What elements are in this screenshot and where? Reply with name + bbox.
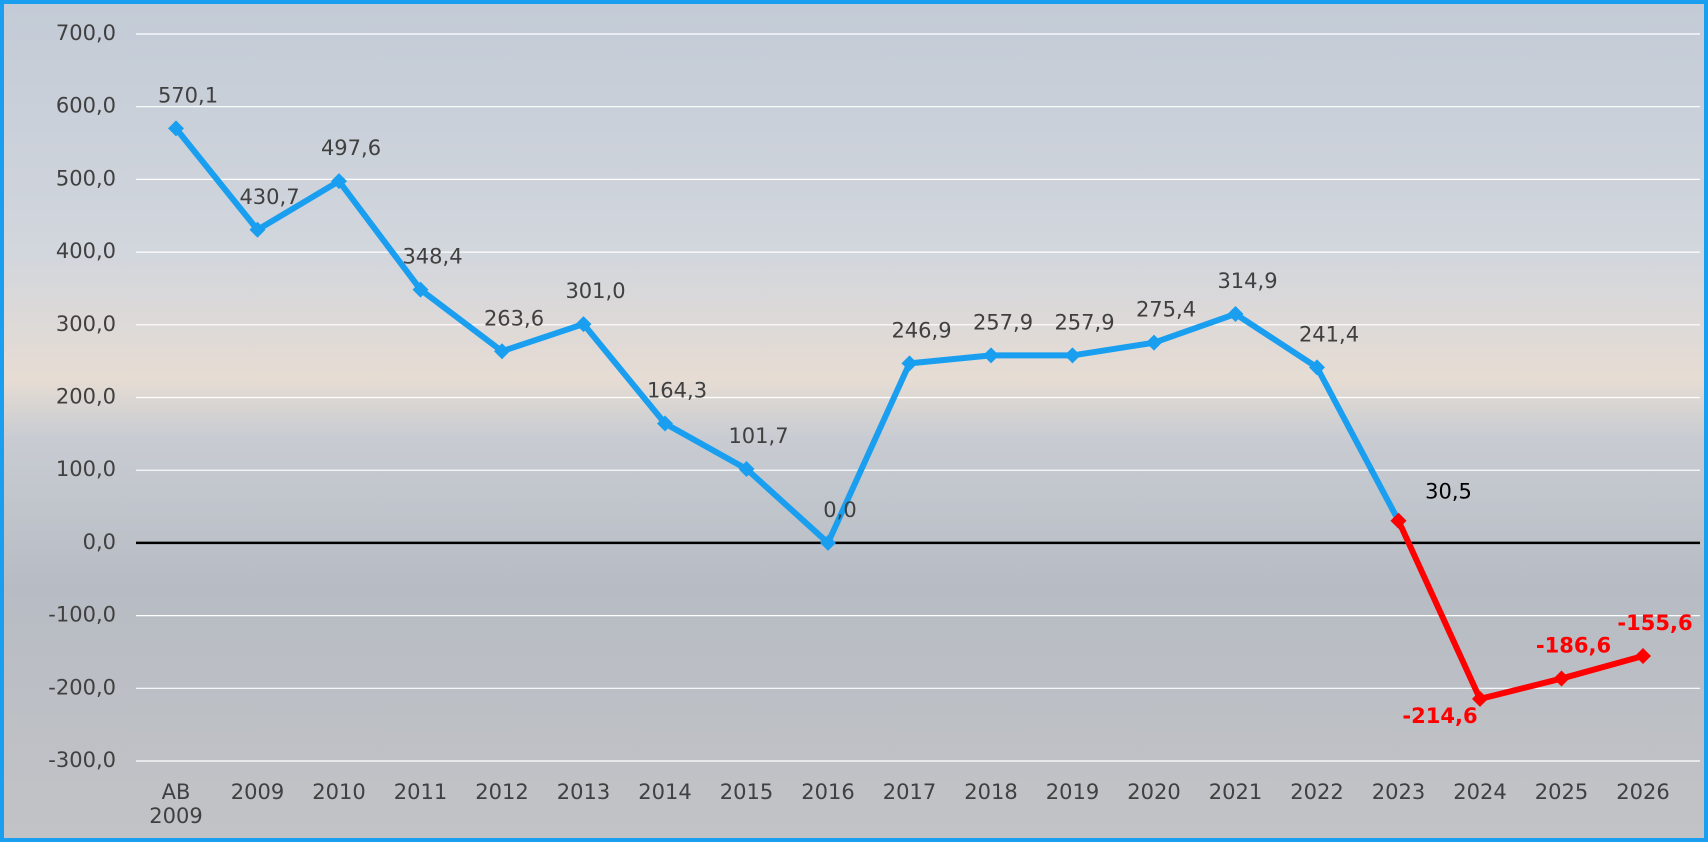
x-tick-label: 2016 bbox=[798, 780, 858, 804]
data-label: 101,7 bbox=[728, 424, 788, 448]
marker bbox=[1146, 335, 1162, 351]
marker bbox=[983, 347, 999, 363]
x-tick-label: AB 2009 bbox=[146, 780, 206, 828]
x-tick-label: 2025 bbox=[1532, 780, 1592, 804]
x-tick-label: 2009 bbox=[228, 780, 288, 804]
x-tick-label: 2014 bbox=[635, 780, 695, 804]
data-label: 314,9 bbox=[1217, 269, 1277, 293]
y-tick-label: 100,0 bbox=[56, 457, 116, 481]
x-tick-label: 2011 bbox=[391, 780, 451, 804]
data-label: 497,6 bbox=[321, 136, 381, 160]
x-tick-label: 2024 bbox=[1450, 780, 1510, 804]
data-label: 30,5 bbox=[1425, 480, 1472, 504]
y-tick-label: 400,0 bbox=[56, 239, 116, 263]
data-label: 257,9 bbox=[1054, 310, 1114, 334]
data-label: 301,0 bbox=[565, 279, 625, 303]
data-label: -155,6 bbox=[1617, 611, 1692, 635]
y-tick-label: -100,0 bbox=[48, 603, 116, 627]
data-label: 348,4 bbox=[402, 245, 462, 269]
y-tick-label: 600,0 bbox=[56, 94, 116, 118]
line bbox=[176, 128, 1399, 542]
x-tick-label: 2013 bbox=[554, 780, 614, 804]
y-tick-label: 0,0 bbox=[83, 530, 116, 554]
x-tick-label: 2021 bbox=[1206, 780, 1266, 804]
x-tick-label: 2010 bbox=[309, 780, 369, 804]
y-tick-label: 700,0 bbox=[56, 21, 116, 45]
y-tick-label: 200,0 bbox=[56, 385, 116, 409]
x-tick-label: 2015 bbox=[717, 780, 777, 804]
data-label: 430,7 bbox=[239, 185, 299, 209]
y-tick-label: 500,0 bbox=[56, 166, 116, 190]
x-tick-label: 2023 bbox=[1369, 780, 1429, 804]
y-tick-label: -300,0 bbox=[48, 748, 116, 772]
marker bbox=[1065, 347, 1081, 363]
x-tick-label: 2020 bbox=[1124, 780, 1184, 804]
data-label: 275,4 bbox=[1136, 298, 1196, 322]
data-label: 241,4 bbox=[1299, 322, 1359, 346]
data-label: 164,3 bbox=[647, 378, 707, 402]
x-tick-label: 2022 bbox=[1287, 780, 1347, 804]
y-tick-label: -200,0 bbox=[48, 675, 116, 699]
x-tick-label: 2019 bbox=[1043, 780, 1103, 804]
x-tick-label: 2018 bbox=[961, 780, 1021, 804]
y-tick-label: 300,0 bbox=[56, 312, 116, 336]
x-tick-label: 2026 bbox=[1613, 780, 1673, 804]
marker bbox=[1554, 671, 1570, 687]
data-label: 263,6 bbox=[484, 306, 544, 330]
data-label: -214,6 bbox=[1402, 704, 1477, 728]
line bbox=[1399, 521, 1644, 699]
chart: -300,0 -200,0 -100,0 0,0 100,0 200,0 300,0 400,… bbox=[0, 0, 1708, 842]
data-label: -186,6 bbox=[1536, 634, 1611, 658]
marker bbox=[1635, 648, 1651, 664]
data-label: 246,9 bbox=[891, 318, 951, 342]
x-tick-label: 2017 bbox=[880, 780, 940, 804]
data-label: 257,9 bbox=[973, 310, 1033, 334]
data-label: 570,1 bbox=[158, 83, 218, 107]
data-label: 0,0 bbox=[823, 498, 856, 522]
x-tick-label: 2012 bbox=[472, 780, 532, 804]
plot: -300,0 -200,0 -100,0 0,0 100,0 200,0 300,0 400,… bbox=[4, 4, 1704, 838]
